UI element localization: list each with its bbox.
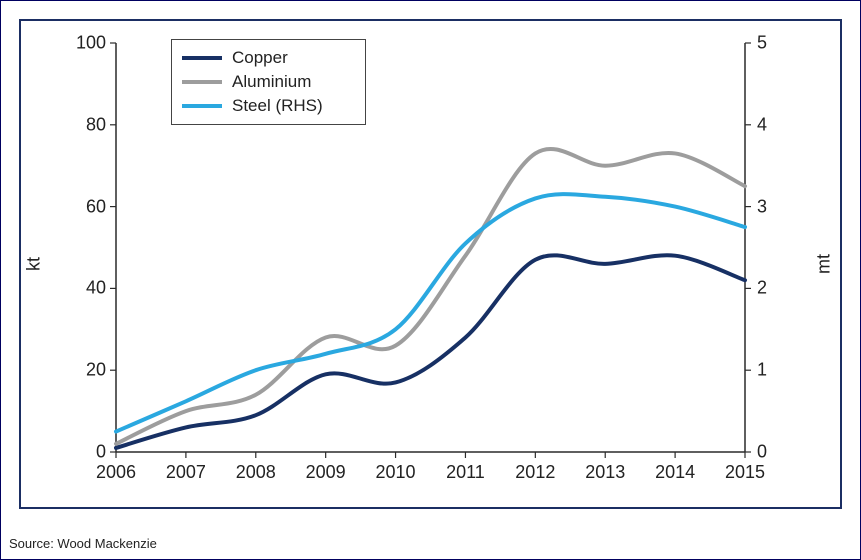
series-copper [116,255,745,448]
x-tick-label: 2008 [226,462,286,483]
x-tick-label: 2009 [296,462,356,483]
x-tick-label: 2014 [645,462,705,483]
x-tick-label: 2007 [156,462,216,483]
legend: Copper Aluminium Steel (RHS) [171,39,366,125]
x-tick-label: 2013 [575,462,635,483]
legend-swatch [182,80,222,84]
legend-label: Steel (RHS) [232,96,323,116]
source-text: Source: Wood Mackenzie [9,536,157,551]
legend-label: Aluminium [232,72,311,92]
legend-swatch [182,56,222,60]
y-axis-right-label: mt [814,254,835,274]
y-right-tick-label: 0 [757,442,777,463]
figure-frame: kt mt CopperAluminiumSteel (RHS) 0204060… [0,0,861,560]
y-right-tick-label: 5 [757,33,777,54]
y-left-tick-label: 60 [66,196,106,217]
x-tick-label: 2011 [435,462,495,483]
y-left-tick-label: 20 [66,360,106,381]
legend-item: Copper [182,46,351,70]
legend-item: Aluminium [182,70,351,94]
chart-panel: kt mt CopperAluminiumSteel (RHS) 0204060… [19,19,842,509]
y-axis-left-label: kt [24,257,45,271]
y-left-tick-label: 40 [66,278,106,299]
y-right-tick-label: 3 [757,196,777,217]
legend-swatch [182,104,222,108]
series-aluminium [116,149,745,444]
x-tick-label: 2015 [715,462,775,483]
plot-svg [21,21,840,507]
series-steel-rhs- [116,194,745,431]
legend-label: Copper [232,48,288,68]
y-right-tick-label: 2 [757,278,777,299]
y-right-tick-label: 4 [757,114,777,135]
y-right-tick-label: 1 [757,360,777,381]
y-left-tick-label: 0 [66,442,106,463]
y-left-tick-label: 100 [66,33,106,54]
x-tick-label: 2012 [505,462,565,483]
y-left-tick-label: 80 [66,114,106,135]
x-tick-label: 2010 [366,462,426,483]
x-tick-label: 2006 [86,462,146,483]
legend-item: Steel (RHS) [182,94,351,118]
